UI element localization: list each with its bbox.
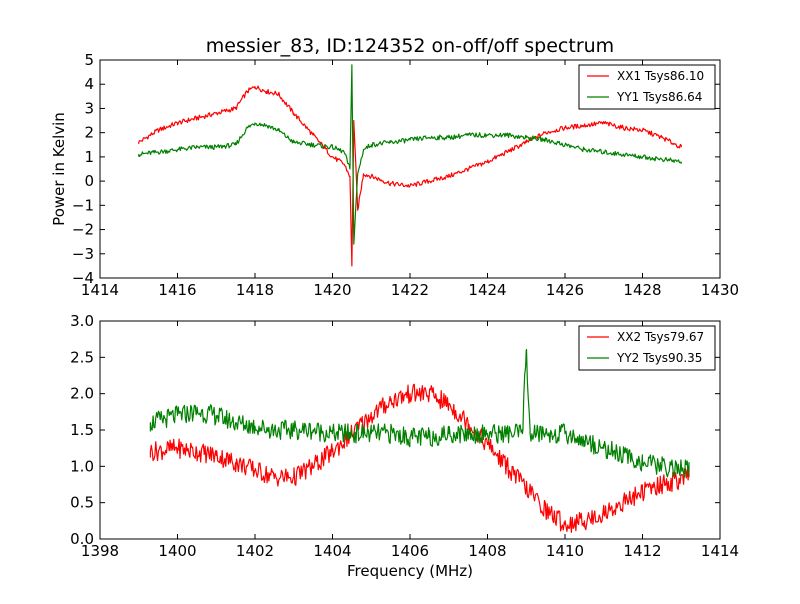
x-tick-label: 1408 xyxy=(468,542,506,560)
x-tick-label: 1406 xyxy=(391,542,429,560)
x-tick-label: 1428 xyxy=(623,281,661,299)
legend-box xyxy=(578,64,716,110)
y-axis-label: Power in Kelvin xyxy=(50,112,68,226)
y-tick-label: 0.5 xyxy=(70,494,94,512)
y-tick-label: 4 xyxy=(84,75,94,93)
y-tick-label: 1 xyxy=(84,148,94,166)
series-line-xx1 xyxy=(138,85,682,267)
y-tick-label: 1.5 xyxy=(70,421,94,439)
y-tick-label: −2 xyxy=(72,221,94,239)
legend-box xyxy=(578,325,716,371)
y-tick-label: 1.0 xyxy=(70,457,94,475)
legend-label: XX1 Tsys86.10 xyxy=(617,69,704,83)
y-tick-label: 5 xyxy=(84,51,94,69)
x-tick-label: 1414 xyxy=(81,281,119,299)
x-tick-label: 1424 xyxy=(468,281,506,299)
legend-label: YY1 Tsys86.64 xyxy=(616,90,702,104)
chart-title: messier_83, ID:124352 on-off/off spectru… xyxy=(206,35,614,57)
y-tick-label: 3 xyxy=(84,99,94,117)
x-tick-label: 1400 xyxy=(158,542,196,560)
x-tick-label: 1412 xyxy=(623,542,661,560)
y-tick-label: 2.0 xyxy=(70,385,94,403)
y-tick-label: 0 xyxy=(84,172,94,190)
x-tick-label: 1398 xyxy=(81,542,119,560)
series-line-yy1 xyxy=(138,64,682,245)
x-tick-label: 1414 xyxy=(701,542,739,560)
x-tick-label: 1426 xyxy=(546,281,584,299)
y-tick-label: 0.0 xyxy=(70,530,94,548)
x-axis-label: Frequency (MHz) xyxy=(347,562,473,580)
x-tick-label: 1404 xyxy=(313,542,351,560)
x-tick-label: 1430 xyxy=(701,281,739,299)
series-line-yy2 xyxy=(149,348,690,478)
y-tick-label: −3 xyxy=(72,245,94,263)
x-tick-label: 1416 xyxy=(158,281,196,299)
legend-label: YY2 Tsys90.35 xyxy=(616,351,702,365)
x-tick-label: 1420 xyxy=(313,281,351,299)
y-tick-label: 3.0 xyxy=(70,312,94,330)
y-tick-label: 2.5 xyxy=(70,348,94,366)
series-line-xx2 xyxy=(149,383,690,533)
x-tick-label: 1422 xyxy=(391,281,429,299)
legend-label: XX2 Tsys79.67 xyxy=(617,330,704,344)
x-tick-label: 1418 xyxy=(236,281,274,299)
x-tick-label: 1402 xyxy=(236,542,274,560)
y-tick-label: 2 xyxy=(84,124,94,142)
x-tick-label: 1410 xyxy=(546,542,584,560)
y-tick-label: −4 xyxy=(72,269,94,287)
y-tick-label: −1 xyxy=(72,196,94,214)
